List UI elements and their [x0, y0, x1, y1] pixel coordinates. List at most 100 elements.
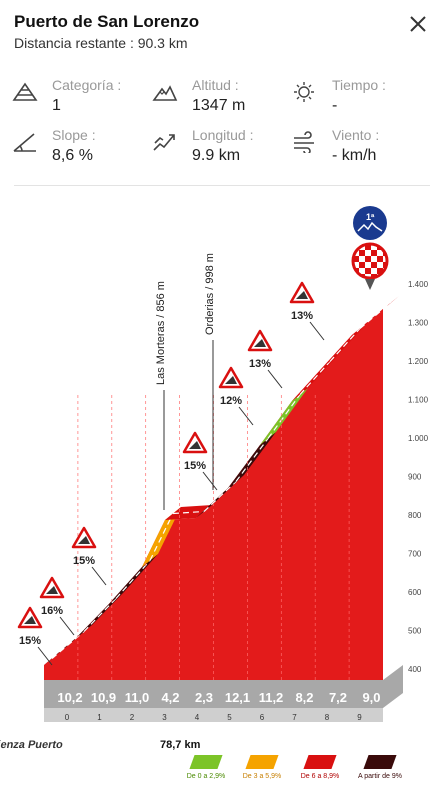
km-gradient-label: 10,2: [57, 690, 82, 705]
legend-label: De 3 a 5,9%: [242, 773, 282, 780]
longitud-label: Longitud :: [192, 127, 254, 143]
mountain-category-icon: [12, 82, 38, 101]
finish-flag-icon: [351, 242, 389, 290]
stat-viento: Viento : - km/h: [292, 127, 432, 171]
gradient-warning-label: 15%: [19, 635, 41, 647]
legend-item: De 6 a 8,9%: [290, 755, 350, 780]
divider: [14, 185, 430, 186]
x-tick-label: 8: [325, 713, 330, 722]
start-label: Comienza Puerto: [0, 739, 64, 751]
gradient-warning-label: 15%: [184, 460, 206, 472]
y-tick-label: 400: [408, 665, 422, 674]
km-gradient-label: 4,2: [161, 690, 179, 705]
length-icon: [153, 134, 175, 151]
km-gradient-label: 11,2: [259, 690, 284, 705]
profile-segment: [228, 432, 276, 488]
y-tick-label: 1.000: [408, 434, 429, 443]
profile-centerline: [51, 631, 85, 659]
gradient-warning-label: 12%: [220, 395, 242, 407]
close-icon[interactable]: [408, 14, 428, 34]
legend-swatch: [189, 755, 223, 769]
legend-item: A partir de 9%: [350, 755, 410, 780]
x-tick-label: 2: [130, 713, 135, 722]
x-tick-label: 9: [357, 713, 362, 722]
profile-centerline: [203, 481, 237, 512]
legend-swatch: [245, 755, 279, 769]
stat-longitud: Longitud : 9.9 km: [152, 127, 292, 171]
category-badge: 1ª: [353, 206, 387, 240]
profile-centerline: [299, 361, 331, 395]
profile-segment: [142, 507, 181, 567]
y-tick-label: 1.200: [408, 357, 429, 366]
legend-item: De 0 a 2,9%: [176, 755, 236, 780]
mountain-peak-icon: [152, 85, 178, 101]
header: Puerto de San Lorenzo Distancia restante…: [14, 12, 430, 51]
legend-label: De 0 a 2,9%: [186, 773, 226, 780]
profile-base-band: [44, 665, 403, 708]
start-km: 78,7 km: [160, 739, 201, 751]
landmark-label: Orderias / 998 m: [204, 253, 216, 335]
legend-swatch: [363, 755, 397, 769]
gradient-warning-label: 16%: [41, 605, 63, 617]
altitud-label: Altitud :: [192, 77, 239, 93]
climb-profile-chart: 1.400 1.300 1.200 1.100 1.000 900 800 700 600 500…: [0, 206, 429, 751]
stat-slope: Slope : 8,6 %: [12, 127, 142, 171]
landmark-las-morteras: Las Morteras / 856 m: [155, 281, 167, 510]
tiempo-value: -: [332, 97, 338, 114]
x-tick-label: 7: [292, 713, 297, 722]
stat-tiempo: Tiempo : -: [292, 77, 432, 121]
stat-categoria: Categoría : 1: [12, 77, 142, 121]
slope-value: 8,6 %: [52, 147, 93, 164]
gradient-warning-sign: [218, 366, 254, 426]
stat-altitud: Altitud : 1347 m: [152, 77, 292, 121]
gradient-warning-sign: [39, 576, 75, 636]
profile-body: [44, 309, 383, 680]
y-tick-label: 1.400: [408, 280, 429, 289]
profile-segment: [260, 388, 308, 445]
landmark-label: Las Morteras / 856 m: [155, 281, 167, 385]
km-gradient-label: 9,0: [362, 690, 380, 705]
category-badge-label: 1ª: [366, 212, 375, 222]
y-tick-label: 1.300: [408, 319, 429, 328]
gradient-warning-label: 15%: [73, 555, 95, 567]
gradient-warning-sign: [247, 329, 283, 389]
y-tick-label: 800: [408, 511, 422, 520]
profile-centerline: [267, 394, 301, 439]
x-tick-label: 3: [162, 713, 167, 722]
gradient-warning-sign: [17, 606, 53, 666]
gradient-warning-label: 13%: [249, 358, 271, 370]
legend-swatch: [303, 755, 337, 769]
viento-value: - km/h: [332, 147, 377, 164]
y-tick-label: 900: [408, 473, 422, 482]
x-tick-label: 1: [97, 713, 102, 722]
slope-icon: [13, 133, 36, 152]
categoria-label: Categoría :: [52, 77, 122, 93]
landmark-orderias: Orderias / 998 m: [204, 253, 216, 490]
x-tick-label: 0: [65, 713, 70, 722]
km-gradient-label: 11,0: [125, 690, 150, 705]
legend-item: De 3 a 5,9%: [232, 755, 292, 780]
x-tick-label: 6: [260, 713, 265, 722]
km-gradient-label: 12,1: [225, 690, 250, 705]
profile-centerline: [172, 510, 205, 515]
gradient-warning-sign: [182, 431, 218, 491]
viento-label: Viento :: [332, 127, 380, 143]
altitud-value: 1347 m: [192, 97, 246, 114]
y-tick-label: 1.100: [408, 396, 429, 405]
km-gradient-label: 10,9: [91, 690, 116, 705]
climb-title: Puerto de San Lorenzo: [14, 12, 200, 31]
km-gradient-label: 7,2: [329, 690, 347, 705]
profile-centerline: [115, 560, 151, 599]
profile-centerline: [359, 302, 392, 329]
y-tick-label: 600: [408, 588, 422, 597]
legend-label: A partir de 9%: [358, 773, 402, 780]
km-gradient-label: 2,3: [195, 690, 213, 705]
y-tick-label: 700: [408, 550, 422, 559]
profile-centerline: [149, 513, 174, 561]
gradient-warning-label: 13%: [291, 310, 313, 322]
gradient-warning-sign: [289, 281, 325, 341]
x-tick-label: 4: [195, 713, 200, 722]
profile-axis-band: [44, 708, 383, 722]
longitud-value: 9.9 km: [192, 147, 241, 164]
categoria-value: 1: [52, 97, 61, 114]
